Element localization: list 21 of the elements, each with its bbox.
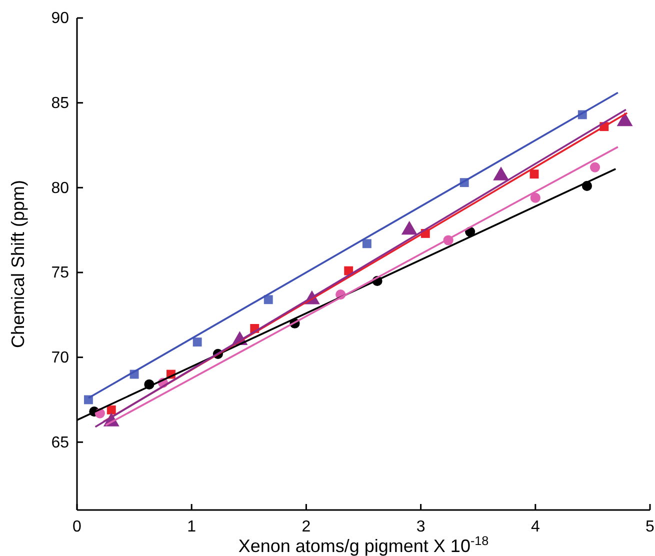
y-tick-label: 80	[51, 180, 70, 197]
x-tick-label: 2	[302, 518, 311, 536]
point	[264, 295, 273, 304]
point	[192, 338, 202, 347]
x-tick-label: 5	[646, 518, 655, 536]
point	[530, 192, 540, 203]
x-tick-label: 4	[530, 518, 540, 536]
point	[106, 405, 116, 414]
x-axis-title: Xenon atoms/g pigment X 10$^{-18}$	[238, 534, 489, 556]
y-axis-title: Chemical Shift (ppm)	[8, 180, 28, 348]
y-tick-label: 75	[51, 264, 70, 282]
y-tick-label: 85	[51, 94, 70, 112]
y-tick-label: 90	[51, 10, 70, 28]
y-tick-label: 70	[51, 349, 70, 366]
y-tick-label: 65	[51, 434, 70, 452]
x-tick-label: 1	[187, 518, 196, 536]
x-tick-label: 0	[72, 518, 82, 536]
point	[590, 162, 600, 172]
point	[530, 170, 539, 179]
x-tick-label: 3	[416, 518, 426, 536]
point	[362, 239, 372, 248]
